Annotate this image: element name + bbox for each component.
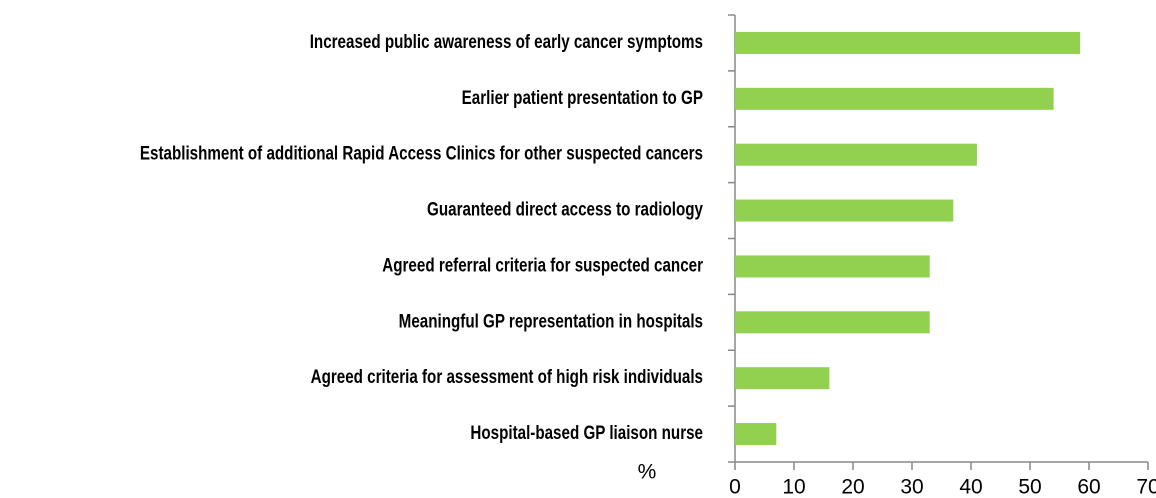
y-tick-label: Agreed referral criteria for suspected c… <box>382 254 703 276</box>
bar <box>735 255 930 278</box>
x-tick-label: 20 <box>841 476 864 498</box>
x-tick-label: 40 <box>959 476 982 498</box>
x-tick-label: 70 <box>1136 476 1156 498</box>
category-labels: Increased public awareness of early canc… <box>140 30 703 443</box>
y-tick-label: Meaningful GP representation in hospital… <box>399 310 703 332</box>
bar <box>735 367 830 390</box>
bar <box>735 87 1054 110</box>
y-tick-label: Hospital-based GP liaison nurse <box>470 421 703 443</box>
x-tick-label: 10 <box>782 476 805 498</box>
bar <box>735 31 1081 54</box>
y-tick-label: Agreed criteria for assessment of high r… <box>311 366 703 388</box>
y-tick-label: Establishment of additional Rapid Access… <box>140 142 703 164</box>
y-tick-label: Guaranteed direct access to radiology <box>427 198 703 220</box>
bar <box>735 311 930 334</box>
x-tick-label: 30 <box>900 476 923 498</box>
bar <box>735 143 977 166</box>
x-tick-label: 50 <box>1018 476 1041 498</box>
x-tick-label: 60 <box>1077 476 1100 498</box>
y-tick-label: Earlier patient presentation to GP <box>462 86 703 108</box>
y-tick-label: Increased public awareness of early canc… <box>310 30 703 52</box>
x-axis-label: % <box>638 461 657 484</box>
bar <box>735 199 954 222</box>
x-tick-label: 0 <box>729 476 741 498</box>
bar <box>735 423 777 446</box>
